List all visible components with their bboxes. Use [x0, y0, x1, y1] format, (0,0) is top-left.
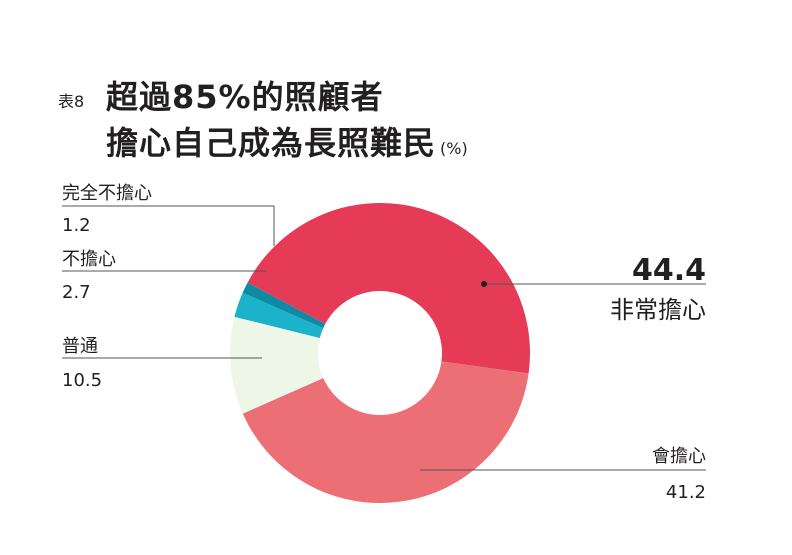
slice-label-very-worried: 非常擔心 — [610, 296, 706, 324]
slice-value-not-worried: 2.7 — [62, 282, 91, 303]
donut-slice-neutral — [230, 316, 324, 414]
leader-lines — [62, 205, 706, 471]
chart-unit: (%) — [440, 139, 468, 158]
slice-label-not-worried: 不擔心 — [62, 249, 116, 270]
slice-value-very-worried: 44.4 — [632, 253, 706, 288]
donut-slice-worried — [242, 361, 529, 504]
slice-label-neutral: 普通 — [62, 336, 98, 357]
donut-slices — [230, 203, 530, 504]
slice-value-neutral: 10.5 — [62, 370, 102, 391]
donut-slice-not-at-all — [242, 282, 326, 329]
chart-title-line-1: 超過85%的照顧者 — [106, 78, 384, 116]
slice-label-worried: 會擔心 — [652, 446, 706, 467]
table-number: 表8 — [58, 92, 85, 111]
leader-dot-very-worried — [481, 281, 487, 287]
chart-title-line-2: 擔心自己成為長照難民 (%) — [106, 118, 468, 164]
leader-line-not-at-all — [62, 205, 275, 246]
slice-label-not-at-all: 完全不擔心 — [62, 183, 152, 204]
donut-slice-not-worried — [234, 292, 324, 339]
slice-value-not-at-all: 1.2 — [62, 215, 91, 236]
chart-title-line-2-text: 擔心自己成為長照難民 — [106, 124, 437, 162]
slice-value-worried: 41.2 — [666, 482, 706, 503]
donut-slice-very-worried — [247, 203, 530, 374]
